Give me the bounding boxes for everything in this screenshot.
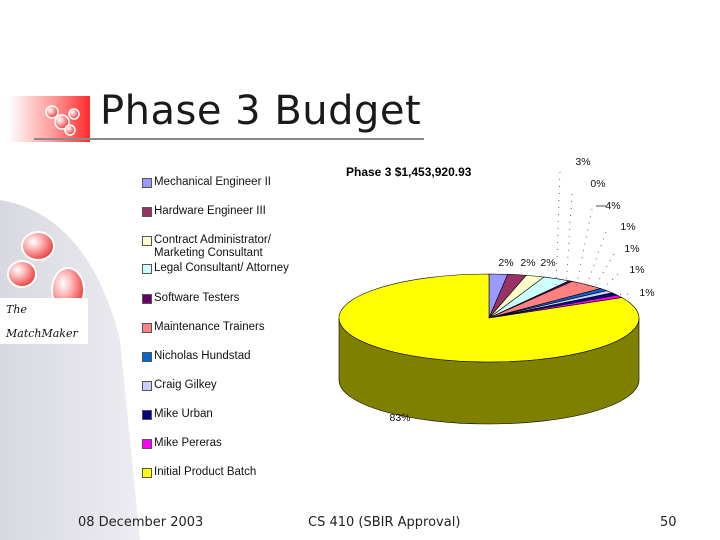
logo-line-the: The [6, 303, 27, 316]
legend-swatch [142, 264, 152, 274]
pie-data-label: 1% [620, 221, 635, 233]
pie-data-label: 2% [520, 257, 535, 269]
pie-data-label: 0% [590, 178, 605, 190]
footer-date: 08 December 2003 [78, 515, 204, 530]
chart-title: Phase 3 $1,453,920.93 [346, 165, 472, 179]
legend-label: Mike Urban [154, 408, 213, 420]
legend-swatch [142, 410, 152, 420]
title-divider [34, 138, 424, 140]
legend-swatch [142, 323, 152, 333]
pie-data-label: 3% [575, 156, 590, 168]
pie-data-label: 83% [389, 412, 410, 424]
pie-data-label: 2% [498, 257, 513, 269]
pie-data-label: 1% [639, 287, 654, 299]
legend-swatch [142, 236, 152, 246]
title-decoration [8, 96, 90, 142]
bubble-icon [7, 260, 37, 288]
logo-text: The MatchMaker [6, 298, 78, 346]
bubble-icon [45, 105, 59, 119]
legend-swatch [142, 381, 152, 391]
legend-label: Mechanical Engineer II [154, 176, 271, 188]
legend-label: Hardware Engineer III [154, 205, 266, 217]
legend-swatch [142, 468, 152, 478]
legend-swatch [142, 352, 152, 362]
bubble-icon [54, 114, 70, 130]
legend-label: Contract Administrator/ Marketing Consul… [154, 234, 271, 259]
bubble-icon [64, 124, 76, 136]
pie-leader-line [575, 208, 593, 289]
legend-swatch [142, 178, 152, 188]
pie-data-label: 1% [629, 264, 644, 276]
pie-leader-line [597, 273, 619, 295]
legend-label: Nicholas Hundstad [154, 350, 251, 362]
pie-leader-line [565, 193, 573, 287]
bubble-icon [21, 231, 55, 261]
legend-label: Craig Gilkey [154, 379, 217, 391]
legend-label: Initial Product Batch [154, 466, 257, 478]
legend-label: Legal Consultant/ Attorney [154, 262, 289, 274]
side-decoration [0, 200, 140, 540]
logo-line-matchmaker: MatchMaker [6, 327, 78, 340]
legend-swatch [142, 439, 152, 449]
pie-data-label: 4% [605, 200, 620, 212]
footer-course: CS 410 (SBIR Approval) [308, 515, 461, 530]
pie-leader-line [591, 253, 615, 293]
pie-leader-line [555, 171, 561, 287]
bubble-icon [68, 108, 80, 120]
pie-slice [338, 273, 640, 363]
slide-title: Phase 3 Budget [100, 88, 422, 134]
legend-label: Software Testers [154, 292, 240, 304]
pie-leader-line [584, 231, 607, 291]
legend-swatch [142, 294, 152, 304]
pie-data-label: 1% [624, 243, 639, 255]
pie-data-label: 2% [540, 257, 555, 269]
legend-label: Maintenance Trainers [154, 321, 265, 333]
page-number: 50 [660, 515, 677, 530]
legend-swatch [142, 207, 152, 217]
legend-label: Mike Pereras [154, 437, 222, 449]
